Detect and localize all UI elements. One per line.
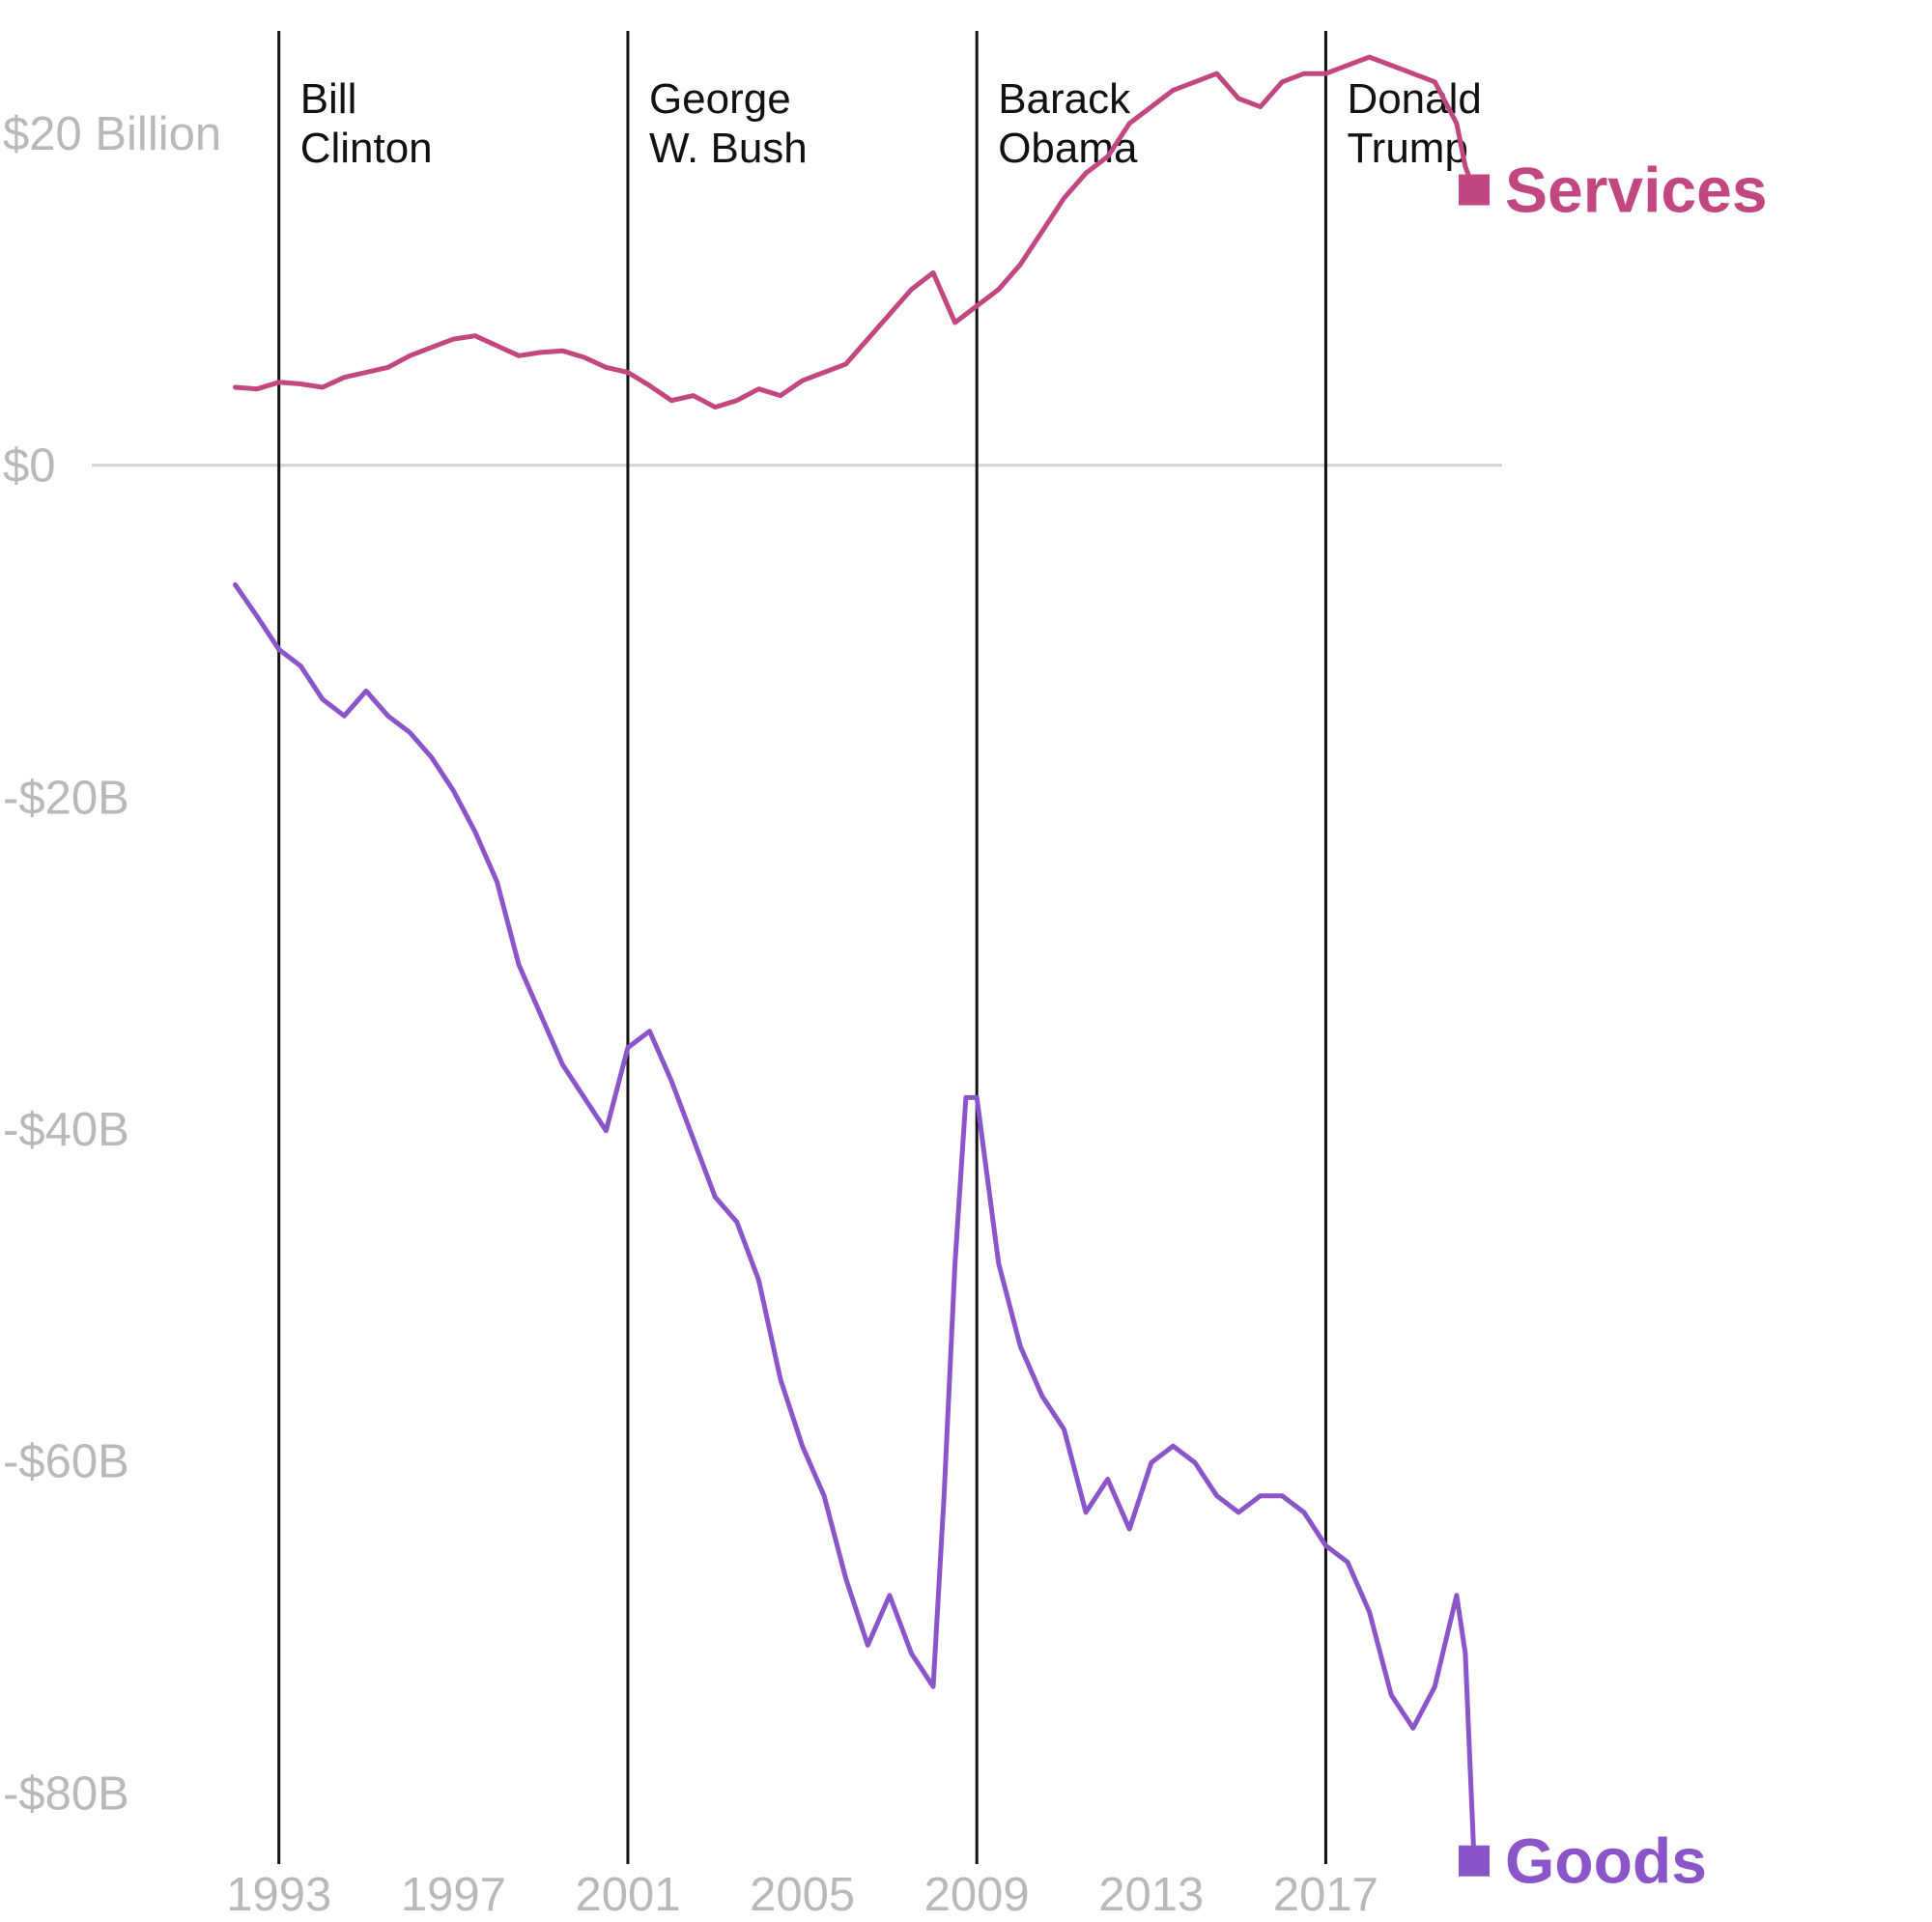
president-name-line1: Barack [998,75,1131,123]
president-name-line1: Bill [300,75,357,123]
president-name-line2: Obama [998,125,1138,172]
goods-series-label: Goods [1505,1825,1707,1897]
services-line [233,54,1477,410]
x-tick-label: 2009 [924,1869,1030,1921]
goods-line [233,581,1477,1864]
goods-end-marker [1458,1845,1490,1877]
y-tick-label: -$60B [3,1436,129,1488]
x-tick-label: 2013 [1098,1869,1204,1921]
president-name-line2: Trump [1347,125,1468,172]
presidential-term-lines [277,31,1327,1864]
services-series-label: Services [1505,155,1768,226]
y-tick-label: -$40B [3,1104,129,1156]
y-tick-label: -$80B [3,1767,129,1820]
x-tick-label: 1997 [401,1869,506,1921]
x-axis-labels: 1993 1997 2001 2005 2009 2013 2017 [226,1869,1378,1921]
x-tick-label: 2017 [1273,1869,1378,1921]
x-tick-label: 2005 [750,1869,855,1921]
services-end-marker [1458,174,1490,206]
x-tick-label: 2001 [575,1869,680,1921]
president-name-line2: W. Bush [649,125,808,172]
series-lines: Services Goods [233,54,1768,1897]
y-axis-labels: $20 Billion $0 -$20B -$40B -$60B -$80B [3,108,221,1820]
y-tick-label: $0 [3,440,56,493]
x-tick-label: 1993 [226,1869,331,1921]
y-tick-label: $20 Billion [3,108,221,160]
president-name-line2: Clinton [300,125,433,172]
y-tick-label: -$20B [3,772,129,824]
president-name-line1: Donald [1347,75,1481,123]
president-name-line1: George [649,75,791,123]
